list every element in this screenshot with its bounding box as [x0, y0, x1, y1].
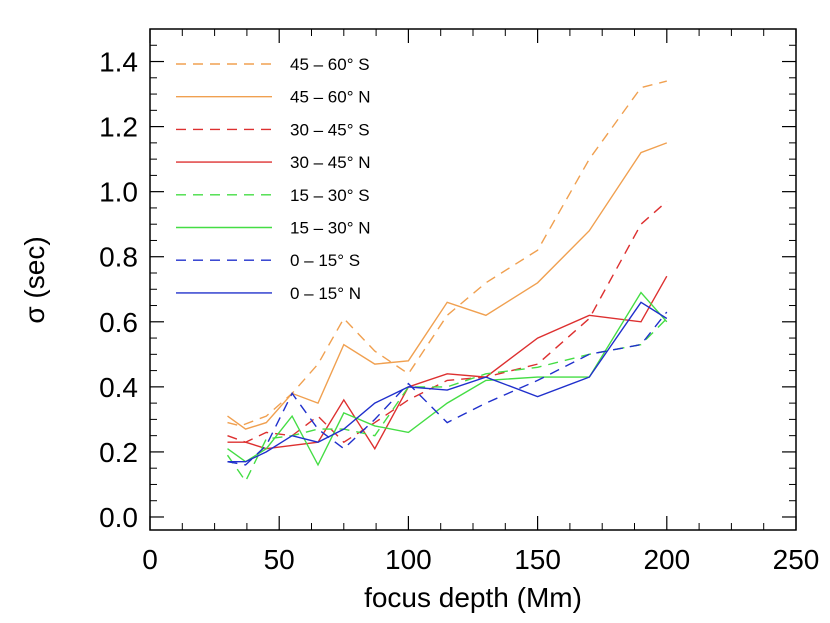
legend: 45 – 60° S 45 – 60° N 30 – 45° S 30 – 45° N… [176, 55, 371, 303]
series-line-7 [227, 311, 668, 466]
x-tick-label: 250 [773, 544, 820, 575]
series-line-5 [226, 318, 668, 483]
series-line-2 [227, 142, 668, 430]
legend-label: 30 – 45° S [290, 120, 370, 139]
legend-label: 30 – 45° N [290, 153, 371, 172]
x-tick-label: 100 [385, 544, 432, 575]
x-axis: 0 50 100 150 200 250 [142, 29, 819, 575]
legend-label: 45 – 60° N [290, 88, 371, 107]
y-axis-title: σ (sec) [19, 236, 50, 323]
x-tick-label: 0 [142, 544, 158, 575]
legend-label: 45 – 60° S [290, 55, 370, 74]
series-line-4 [227, 275, 668, 451]
y-tick-label: 1.2 [99, 112, 138, 143]
x-tick-label: 150 [514, 544, 561, 575]
y-axis: 0.0 0.2 0.4 0.6 0.8 1.0 1.2 1.4 [99, 44, 796, 533]
plot-frame [149, 28, 797, 531]
x-tick-label: 200 [643, 544, 690, 575]
legend-label: 15 – 30° N [290, 219, 371, 238]
legend-label: 0 – 15° S [290, 251, 360, 270]
y-tick-label: 0.0 [99, 502, 138, 533]
series-line-6 [227, 291, 668, 467]
legend-label: 15 – 30° S [290, 186, 370, 205]
y-tick-label: 0.8 [99, 242, 138, 273]
y-tick-label: 0.6 [99, 307, 138, 338]
x-tick-label: 50 [264, 544, 295, 575]
series-group [226, 80, 668, 483]
series-line-3 [227, 200, 668, 444]
y-tick-label: 0.4 [99, 372, 138, 403]
y-tick-label: 1.0 [99, 177, 138, 208]
legend-label: 0 – 15° N [290, 284, 361, 303]
series-line-8 [227, 301, 668, 463]
y-tick-label: 1.4 [99, 47, 138, 78]
x-axis-title: focus depth (Mm) [364, 582, 582, 613]
y-tick-label: 0.2 [99, 437, 138, 468]
